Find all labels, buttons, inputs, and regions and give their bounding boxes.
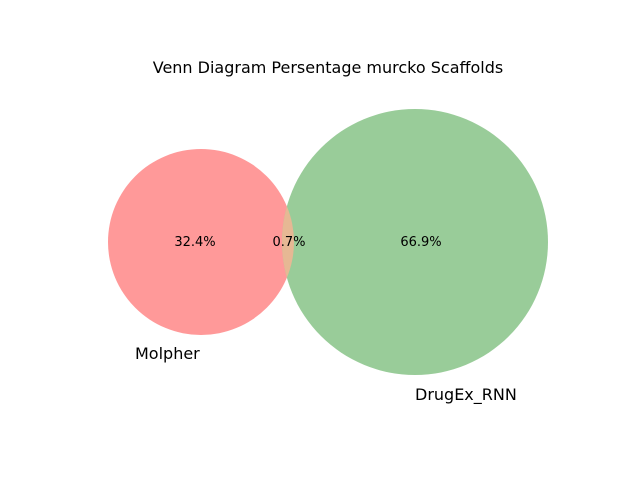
drugex-rnn-only-percentage: 66.9% — [400, 235, 441, 250]
overlap-percentage: 0.7% — [272, 235, 305, 250]
molpher-only-percentage: 32.4% — [174, 235, 215, 250]
drugex-rnn-circle — [282, 109, 548, 375]
molpher-set-label: Molpher — [135, 344, 200, 363]
molpher-circle — [108, 149, 294, 335]
drugex-rnn-set-label: DrugEx_RNN — [415, 385, 517, 405]
chart-title: Venn Diagram Persentage murcko Scaffolds — [153, 58, 504, 77]
